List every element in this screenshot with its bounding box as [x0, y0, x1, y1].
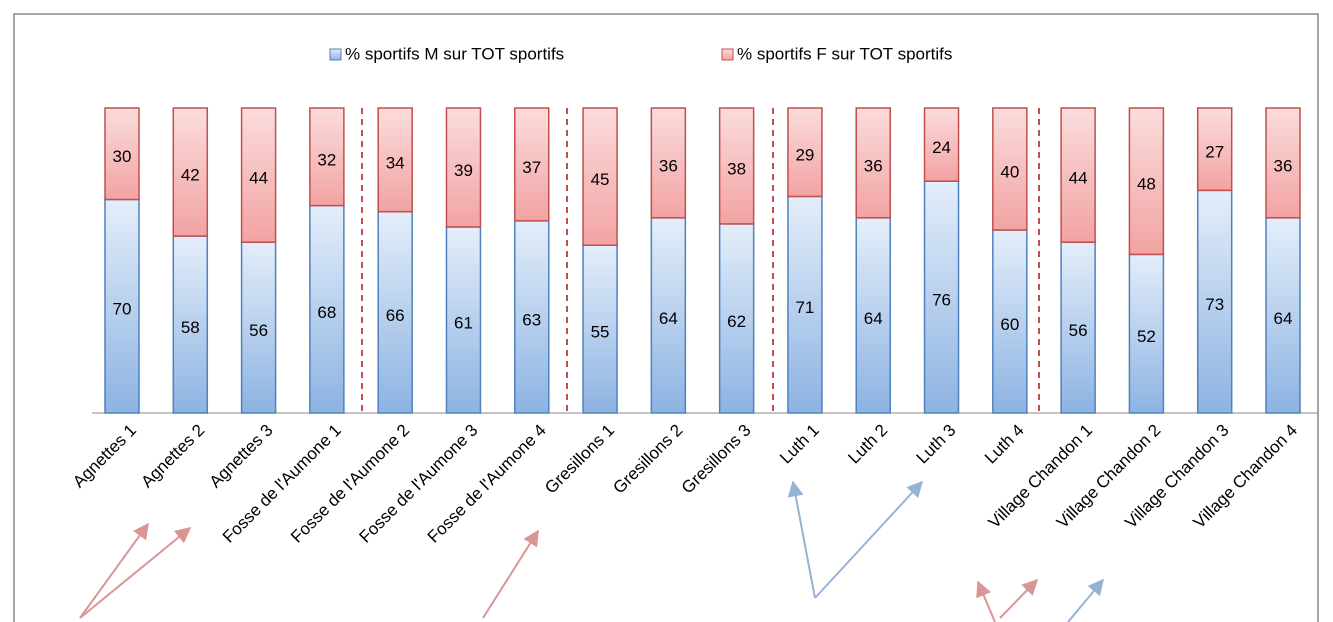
legend-label: % sportifs M sur TOT sportifs	[345, 44, 564, 63]
data-label: 63	[522, 310, 541, 329]
data-label: 76	[932, 291, 951, 310]
data-label: 32	[317, 150, 336, 169]
data-label: 44	[249, 169, 268, 188]
bar-segment	[718, 223, 755, 414]
data-label: 37	[522, 158, 541, 177]
bar-segment	[992, 229, 1028, 414]
data-label: 40	[1000, 162, 1019, 181]
bar-segment	[923, 180, 960, 414]
data-label: 71	[795, 298, 814, 317]
data-label: 60	[1000, 315, 1019, 334]
x-tick-label: Gresillons 1	[541, 421, 618, 498]
bar-segment	[240, 241, 277, 414]
bar-segment	[787, 195, 823, 414]
bar-segment	[1265, 107, 1301, 219]
data-label: 64	[864, 309, 883, 328]
bar-segment	[172, 107, 209, 237]
bar-segment	[104, 198, 140, 414]
bar-segment	[1196, 107, 1233, 192]
bar-segment	[787, 107, 823, 198]
bar-segment	[923, 107, 960, 182]
data-label: 73	[1205, 295, 1224, 314]
bar-segment	[1196, 189, 1233, 414]
bar-segment	[445, 226, 482, 414]
data-label: 44	[1069, 169, 1088, 188]
data-label: 36	[659, 156, 678, 175]
data-label: 70	[113, 300, 132, 319]
data-label: 61	[454, 313, 473, 332]
data-label: 24	[932, 138, 951, 157]
legend-swatch	[329, 48, 342, 61]
data-label: 64	[659, 309, 678, 328]
data-label: 68	[317, 303, 336, 322]
data-label: 56	[249, 321, 268, 340]
data-label: 62	[727, 312, 746, 331]
data-label: 52	[1137, 327, 1156, 346]
separators	[361, 108, 1040, 413]
bar-segment	[377, 107, 413, 213]
data-label: 30	[113, 147, 132, 166]
data-label: 34	[386, 153, 405, 172]
x-tick-label: Fosse de l'Aumone 2	[287, 421, 413, 547]
x-tick-label: Gresillons 3	[678, 421, 755, 498]
data-label: 27	[1205, 143, 1224, 162]
bar-segment	[514, 107, 550, 222]
bar-segment	[377, 210, 413, 414]
x-tick-label: Luth 1	[776, 421, 823, 468]
bar-segment	[582, 244, 618, 414]
data-label: 66	[386, 306, 405, 325]
bar-segment	[172, 235, 209, 414]
data-label: 39	[454, 161, 473, 180]
data-label: 36	[1274, 156, 1293, 175]
chart-frame	[13, 13, 1319, 622]
data-label: 58	[181, 318, 200, 337]
x-tick-label: Gresillons 2	[609, 421, 686, 498]
bar-segment	[992, 107, 1028, 231]
x-tick-label: Luth 3	[913, 421, 960, 468]
bar-segment	[514, 220, 550, 414]
data-label: 29	[795, 146, 814, 165]
data-label: 45	[591, 170, 610, 189]
data-label: 48	[1137, 175, 1156, 194]
x-tick-label: Agnettes 2	[137, 421, 208, 492]
legend-label: % sportifs F sur TOT sportifs	[737, 44, 952, 63]
bar-segment	[309, 107, 345, 207]
bar-segment	[1060, 107, 1096, 243]
bar-segment	[309, 204, 345, 414]
x-tick-label: Fosse de l'Aumone 4	[424, 421, 550, 547]
x-tick-label: Agnettes 3	[206, 421, 277, 492]
bar-segment	[855, 107, 891, 219]
x-tick-label: Fosse de l'Aumone 1	[219, 421, 345, 547]
x-tick-label: Luth 4	[981, 421, 1028, 468]
data-label: 42	[181, 166, 200, 185]
data-label: 56	[1069, 321, 1088, 340]
data-label: 38	[727, 159, 746, 178]
bar-segment	[718, 107, 755, 225]
x-tick-label: Luth 2	[844, 421, 891, 468]
x-tick-label: Agnettes 1	[69, 421, 140, 492]
data-label: 55	[591, 323, 610, 342]
x-tick-label: Fosse de l'Aumone 3	[355, 421, 481, 547]
bar-segment	[104, 107, 140, 201]
data-label: 64	[1274, 309, 1293, 328]
bar-segment	[1060, 241, 1096, 414]
data-label: 36	[864, 156, 883, 175]
bar-segment	[650, 107, 687, 219]
bar-segment	[582, 107, 618, 246]
bar-segment	[240, 107, 277, 243]
arrows	[79, 480, 1105, 622]
bar-segment	[1128, 107, 1165, 256]
bar-segment	[445, 107, 482, 228]
legend-swatch	[721, 48, 734, 61]
bar-segment	[1265, 217, 1301, 414]
bar-segment	[650, 217, 687, 414]
